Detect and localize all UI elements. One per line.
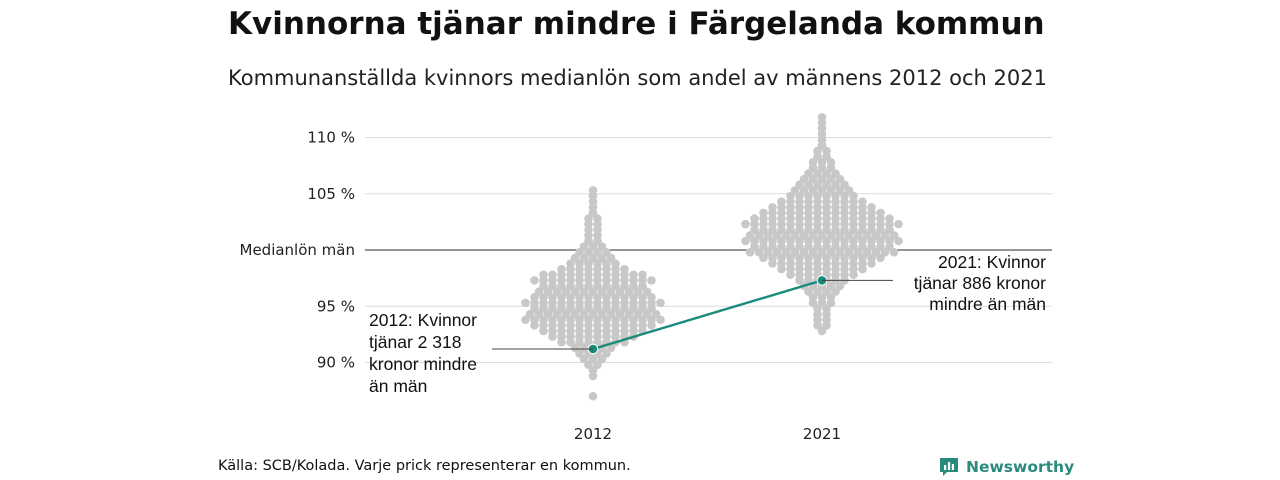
municipality-dot xyxy=(647,276,656,285)
brand-logo[interactable]: Newsworthy xyxy=(938,456,1074,478)
municipality-dot xyxy=(876,208,885,218)
gridlines xyxy=(365,137,1052,363)
municipality-dot xyxy=(817,112,827,122)
y-tick-label: 90 % xyxy=(317,354,355,372)
annotation-text-2021: 2021: Kvinnor xyxy=(938,252,1046,272)
annotation-text-2012: än män xyxy=(369,376,427,396)
municipality-dot xyxy=(750,214,759,223)
reference-line-label: Medianlön män xyxy=(240,241,356,259)
municipality-dot xyxy=(548,270,557,280)
municipality-dot xyxy=(885,214,894,223)
municipality-dot xyxy=(741,219,750,229)
annotation-text-2021: tjänar 886 kronor xyxy=(914,273,1046,293)
annotation-text-2021: mindre än män xyxy=(929,294,1046,314)
chart-title: Kvinnorna tjänar mindre i Färgelanda kom… xyxy=(228,6,1045,42)
municipality-dot xyxy=(656,298,665,308)
y-tick-label: 105 % xyxy=(307,185,355,203)
chart-subtitle: Kommunanställda kvinnors medianlön som a… xyxy=(228,66,1047,90)
municipality-dot xyxy=(530,276,539,285)
municipality-dot xyxy=(539,270,548,280)
municipality-dot xyxy=(620,264,629,274)
municipality-dot xyxy=(588,391,598,401)
municipality-dot xyxy=(858,197,867,206)
newsworthy-logo-icon xyxy=(940,458,958,476)
brand-name: Newsworthy xyxy=(966,458,1075,476)
municipality-dot xyxy=(638,270,647,280)
annotation-text-2012: tjänar 2 318 xyxy=(369,332,461,352)
y-tick-label: 95 % xyxy=(317,297,355,315)
municipality-dot xyxy=(777,197,786,206)
highlight-line xyxy=(592,279,823,351)
axis-labels: 90 % 95 % Medianlön män 105 % 110 % 2012 2021 xyxy=(240,129,842,444)
x-tick-label: 2021 xyxy=(803,425,841,443)
municipality-dot xyxy=(588,186,598,195)
municipality-dot xyxy=(521,298,530,308)
annotation-text-2012: kronor mindre xyxy=(369,354,477,374)
municipality-dot xyxy=(759,208,768,218)
dot-swarms xyxy=(521,112,903,401)
source-note: Källa: SCB/Kolada. Varje prick represent… xyxy=(218,458,631,474)
y-tick-label: 110 % xyxy=(307,129,355,147)
municipality-dot xyxy=(629,270,638,280)
municipality-dot xyxy=(894,219,903,229)
municipality-dot xyxy=(867,202,876,212)
annotation-text-2012: 2012: Kvinnor xyxy=(369,310,477,330)
municipality-dot xyxy=(768,202,777,212)
municipality-dot xyxy=(557,264,566,274)
x-tick-label: 2012 xyxy=(574,425,612,443)
